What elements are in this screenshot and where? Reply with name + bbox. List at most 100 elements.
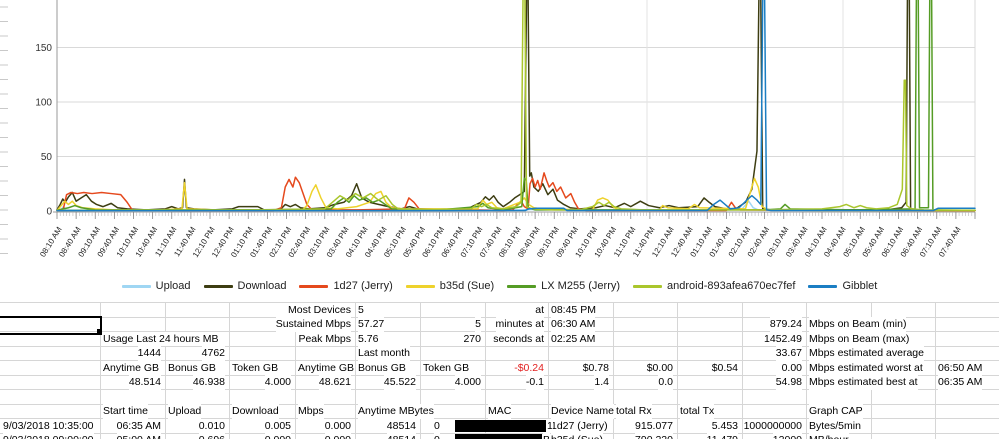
spreadsheet-grid[interactable]: Most Devices 5 at 08:45 PM Sustained Mbps 57.… (0, 302, 999, 439)
row-gridline (0, 418, 999, 419)
sheet-cell[interactable]: 9/03/2018 09:00:00 (3, 433, 94, 439)
series-line-lx-m255-jerry- (56, 0, 976, 211)
selected-cell-outline[interactable] (0, 315, 102, 335)
sheet-cell[interactable]: Mbps on Beam (min) (809, 317, 907, 332)
row-gridline (0, 389, 999, 390)
sheet-cell[interactable]: 33.67 (775, 346, 802, 361)
sheet-cell[interactable]: Anytime GB (298, 360, 355, 375)
sheet-cell[interactable]: 08:45 PM (551, 302, 596, 317)
legend-item: Upload (121, 280, 191, 292)
sheet-cell[interactable]: 0.010 (198, 418, 225, 433)
sheet-cell[interactable]: 12000 (772, 433, 802, 439)
sheet-cell[interactable]: 06:35 AM (938, 375, 983, 390)
sheet-cell[interactable]: 0.000 (324, 418, 351, 433)
sheet-cell[interactable]: 06:30 AM (551, 317, 596, 332)
sheet-cell[interactable]: 0 (434, 418, 440, 433)
sheet-cell[interactable]: Most Devices (287, 302, 351, 317)
sheet-cell[interactable]: minutes at (495, 317, 544, 332)
sheet-cell[interactable]: $0.54 (711, 360, 738, 375)
sheet-cell[interactable]: 48.621 (318, 375, 351, 390)
sheet-cell[interactable]: 48514 (386, 433, 416, 439)
mac-redaction-box (455, 434, 542, 439)
sheet-cell[interactable]: Mbps estimated worst at (809, 360, 923, 375)
sheet-cell[interactable]: 05:00 AM (116, 433, 161, 439)
sheet-cell[interactable]: 5.453 (711, 418, 738, 433)
sheet-cell[interactable]: 4.000 (264, 375, 291, 390)
column-gridline (355, 302, 356, 439)
sheet-cell[interactable]: 1d27 (Jerry) (551, 418, 608, 433)
sheet-cell[interactable]: Token GB (423, 360, 470, 375)
sheet-cell[interactable]: 0 (434, 433, 440, 439)
sheet-cell[interactable]: 4.000 (454, 375, 481, 390)
sheet-cell[interactable]: 5 (358, 302, 364, 317)
sheet-cell[interactable]: total Rx (616, 404, 652, 419)
legend-label: Upload (155, 280, 191, 292)
sheet-cell[interactable]: 790.220 (635, 433, 673, 439)
sheet-cell[interactable]: -0.1 (525, 375, 544, 390)
sheet-cell[interactable]: $0.78 (582, 360, 609, 375)
sheet-cell[interactable]: 02:25 AM (551, 331, 596, 346)
sheet-cell[interactable]: Download (232, 404, 279, 419)
sheet-cell[interactable]: 0.00 (781, 360, 802, 375)
sheet-cell[interactable]: 879.24 (769, 317, 802, 332)
sheet-cell[interactable]: Last month (358, 346, 410, 361)
sheet-cell[interactable]: Graph CAP (809, 404, 863, 419)
sheet-cell[interactable]: 9/03/2018 10:35:00 (3, 418, 94, 433)
y-axis-label: 100 (35, 98, 52, 109)
sheet-cell[interactable]: 0.0 (658, 375, 673, 390)
sheet-cell[interactable]: seconds at (493, 331, 544, 346)
legend-item: android-893afea670ec7fef (633, 280, 795, 292)
sheet-cell[interactable]: 11.479 (706, 433, 738, 439)
sheet-cell[interactable]: Mbps estimated best at (809, 375, 918, 390)
sheet-cell[interactable]: 0.005 (264, 418, 291, 433)
sheet-cell[interactable]: Bonus GB (358, 360, 406, 375)
sheet-cell[interactable]: 1452.49 (764, 331, 802, 346)
sheet-cell[interactable]: 270 (463, 331, 481, 346)
sheet-cell[interactable]: total Tx (680, 404, 715, 419)
mac-visible-suffix: B (543, 433, 551, 439)
sheet-cell[interactable]: Device Name (551, 404, 615, 419)
sheet-cell[interactable]: Anytime MBytes (358, 404, 434, 419)
sheet-cell[interactable]: 54.98 (775, 375, 802, 390)
selection-fill-handle-icon[interactable] (97, 329, 101, 333)
legend-label: Download (237, 280, 287, 292)
sheet-cell[interactable]: 1000000000 (743, 418, 802, 433)
sheet-cell[interactable]: Bytes/5min (809, 418, 861, 433)
sheet-cell[interactable]: Sustained Mbps (275, 317, 351, 332)
sheet-cell[interactable]: 45.522 (383, 375, 416, 390)
sheet-cell[interactable]: 06:35 AM (116, 418, 161, 433)
sheet-cell[interactable]: 57.27 (358, 317, 385, 332)
sheet-cell[interactable]: 5 (475, 317, 481, 332)
sheet-cell[interactable]: 915.077 (635, 418, 673, 433)
sheet-cell[interactable]: 1.4 (594, 375, 609, 390)
sheet-cell[interactable]: b35d (Sue) (551, 433, 603, 439)
sheet-cell[interactable]: 4762 (201, 346, 225, 361)
sheet-cell[interactable]: Peak Mbps (298, 331, 351, 346)
sheet-cell[interactable]: 0.696 (198, 433, 225, 439)
sheet-cell[interactable]: $0.00 (646, 360, 673, 375)
sheet-cell[interactable]: Mbps (298, 404, 324, 419)
sheet-cell[interactable]: 46.938 (192, 375, 225, 390)
sheet-cell[interactable]: Bonus GB (168, 360, 216, 375)
sheet-cell[interactable]: Token GB (232, 360, 279, 375)
sheet-cell[interactable]: Upload (168, 404, 202, 419)
mac-visible-suffix: 1 (547, 418, 553, 433)
sheet-cell[interactable]: 06:50 AM (938, 360, 983, 375)
sheet-cell[interactable]: 0.000 (264, 433, 291, 439)
sheet-cell[interactable]: Mbps on Beam (max) (809, 331, 910, 346)
sheet-cell[interactable]: 48.514 (128, 375, 161, 390)
sheet-cell[interactable]: at (535, 302, 544, 317)
column-gridline (420, 302, 421, 439)
sheet-cell[interactable]: 0.000 (324, 433, 351, 439)
sheet-cell[interactable]: Mbps estimated average (809, 346, 924, 361)
sheet-cell[interactable]: MAC (488, 404, 512, 419)
sheet-cell[interactable]: Start time (103, 404, 148, 419)
sheet-cell[interactable]: MB/hour (809, 433, 849, 439)
sheet-cell[interactable]: Usage Last 24 hours MB (103, 331, 219, 346)
sheet-cell[interactable]: 1444 (137, 346, 161, 361)
sheet-cell[interactable]: 5.76 (358, 331, 379, 346)
sheet-cell[interactable]: -$0.24 (514, 360, 544, 375)
y-axis-label: 50 (41, 152, 53, 163)
sheet-cell[interactable]: Anytime GB (103, 360, 160, 375)
sheet-cell[interactable]: 48514 (386, 418, 416, 433)
